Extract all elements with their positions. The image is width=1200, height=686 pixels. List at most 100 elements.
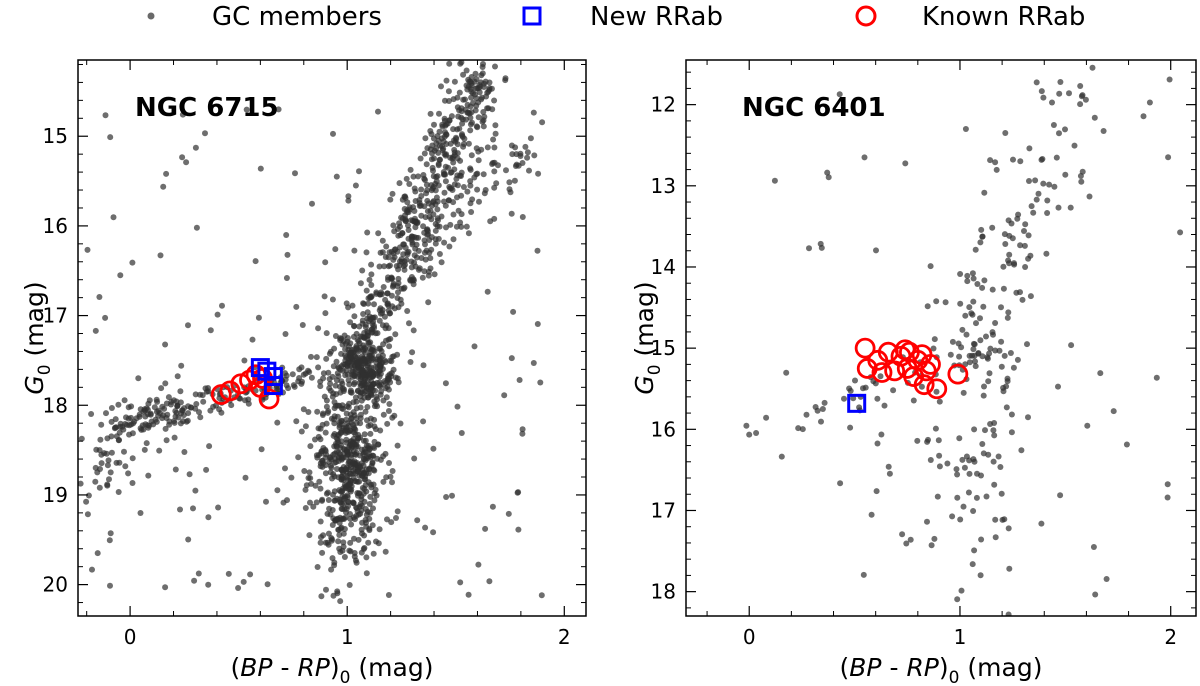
member-point (963, 331, 970, 338)
member-point (394, 295, 401, 301)
member-point (1046, 181, 1053, 188)
member-point (322, 454, 329, 461)
member-point (357, 415, 364, 422)
member-point (357, 359, 364, 366)
member-point (467, 127, 474, 134)
member-point (325, 408, 332, 415)
member-point (1044, 210, 1051, 216)
member-point (419, 274, 426, 281)
member-point (818, 244, 825, 251)
member-point (197, 391, 203, 398)
member-point (1000, 285, 1007, 292)
member-point (160, 183, 167, 190)
member-point (384, 300, 391, 307)
member-point (386, 357, 393, 364)
member-point (112, 424, 119, 431)
member-point (378, 388, 385, 395)
y-tick-label: 17 (43, 304, 68, 328)
member-point (347, 539, 354, 546)
member-point (404, 308, 411, 314)
member-point (391, 412, 398, 419)
member-point (170, 397, 177, 404)
member-point (207, 407, 214, 414)
member-point (454, 126, 461, 133)
member-point (391, 305, 398, 312)
member-point (942, 299, 949, 306)
member-point (970, 340, 977, 347)
member-point (323, 586, 329, 593)
member-point (979, 441, 986, 447)
member-point (335, 458, 342, 464)
member-point (235, 585, 242, 591)
member-point (372, 330, 379, 337)
member-point (347, 439, 354, 445)
member-point (977, 572, 984, 579)
member-point (96, 484, 103, 491)
member-point (300, 406, 307, 413)
member-point (1053, 154, 1060, 161)
member-point (991, 481, 998, 488)
member-point (451, 149, 458, 156)
member-point (395, 266, 402, 273)
member-point (106, 537, 113, 544)
member-point (974, 281, 981, 287)
member-point (427, 110, 434, 117)
member-point (443, 77, 450, 84)
member-point (527, 135, 534, 142)
member-point (409, 349, 416, 356)
member-point (463, 223, 470, 230)
member-point (1035, 190, 1042, 197)
member-point (978, 536, 985, 543)
member-point (910, 397, 917, 404)
member-point (338, 524, 345, 531)
member-point (306, 469, 313, 476)
member-point (467, 182, 474, 189)
member-point (216, 395, 223, 402)
member-point (394, 351, 401, 358)
member-point (117, 272, 124, 279)
member-point (332, 382, 339, 389)
member-point (824, 169, 831, 176)
member-point (1055, 204, 1062, 211)
member-point (957, 516, 964, 523)
member-point (376, 362, 383, 369)
y-tick-label: 19 (43, 483, 68, 507)
member-point (406, 320, 412, 327)
member-point (389, 190, 396, 197)
member-point (944, 460, 951, 467)
member-point (506, 186, 513, 193)
member-point (387, 196, 394, 203)
member-point (458, 430, 465, 436)
legend-marker-new-rrab (522, 6, 542, 26)
member-point (1033, 196, 1040, 203)
member-point (215, 504, 222, 511)
member-point (352, 426, 359, 433)
member-point (477, 83, 483, 90)
member-point (330, 491, 336, 498)
member-point (351, 458, 358, 465)
member-point (771, 177, 778, 184)
member-point (179, 111, 186, 118)
member-point (514, 489, 521, 496)
member-point (819, 406, 826, 412)
member-point (995, 453, 1002, 460)
member-point (1008, 411, 1015, 418)
member-point (108, 405, 115, 411)
member-point (449, 155, 456, 162)
member-point (360, 372, 367, 379)
member-point (410, 276, 417, 283)
member-point (430, 529, 437, 536)
member-point (981, 277, 988, 284)
member-point (989, 224, 996, 231)
member-point (931, 336, 938, 343)
member-point (158, 385, 165, 392)
member-point (1066, 90, 1072, 97)
member-point (983, 493, 990, 500)
member-point (874, 440, 881, 447)
member-point (116, 459, 123, 466)
member-point (318, 593, 325, 600)
member-point (214, 311, 221, 318)
member-point (450, 236, 457, 243)
member-point (283, 275, 290, 281)
member-point (102, 314, 109, 321)
